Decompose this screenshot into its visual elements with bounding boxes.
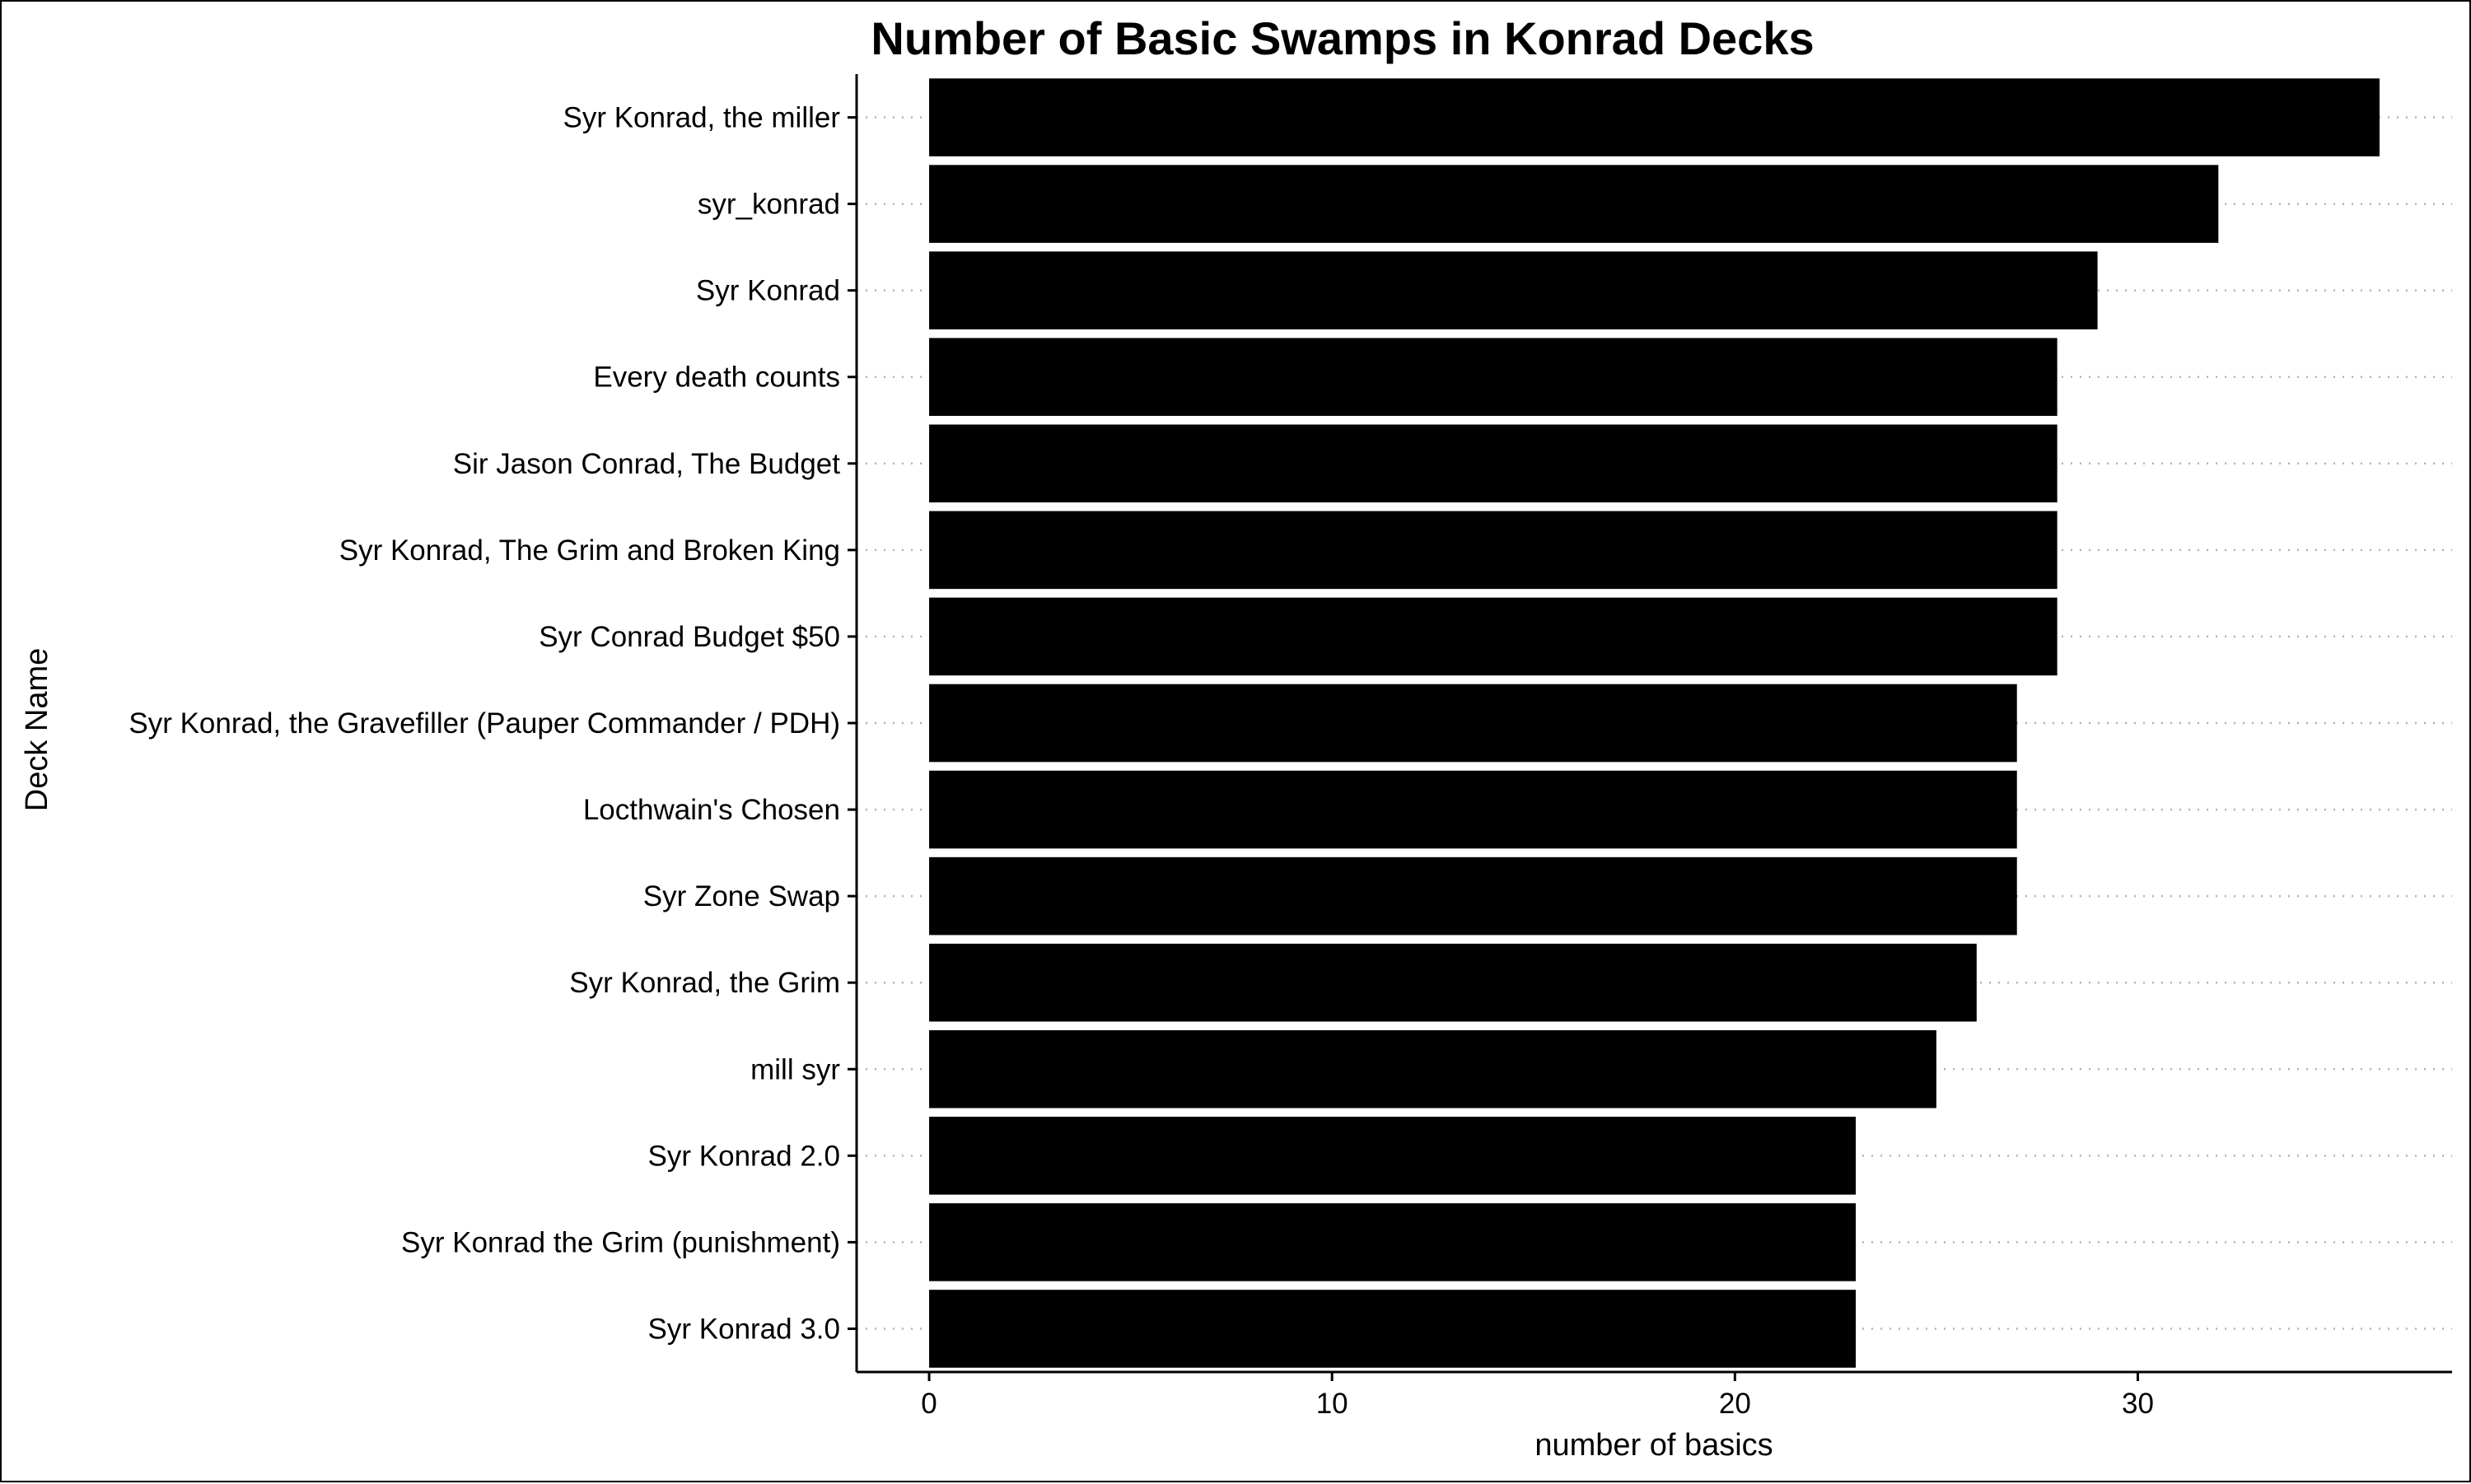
bar: [929, 1029, 1936, 1108]
category-label: Every death counts: [593, 362, 840, 394]
x-tick-label: 20: [1719, 1388, 1751, 1420]
category-label: Syr Konrad, the miller: [563, 102, 840, 134]
category-label: Syr Konrad: [696, 275, 840, 307]
x-axis-title: number of basics: [1534, 1428, 1773, 1463]
category-labels: Syr Konrad, the miller syr_konrad Syr Konr…: [128, 102, 857, 1345]
category-label: Syr Konrad 3.0: [648, 1313, 840, 1345]
x-tick-label: 10: [1316, 1388, 1348, 1420]
bar: [929, 684, 2017, 763]
bar: [929, 338, 2058, 417]
bar: [929, 943, 1977, 1022]
bar: [929, 251, 2098, 329]
category-label: Locthwain's Chosen: [583, 794, 840, 826]
category-label: mill syr: [750, 1053, 840, 1085]
category-label: Syr Konrad the Grim (punishment): [401, 1226, 840, 1258]
chart-title: Number of Basic Swamps in Konrad Decks: [871, 12, 1814, 64]
bar: [929, 78, 2380, 156]
bar: [929, 511, 2058, 590]
category-label: Syr Konrad, the Gravefiller (Pauper Comm…: [128, 707, 840, 740]
bar: [929, 597, 2058, 676]
category-label: syr_konrad: [698, 189, 840, 221]
category-label: Syr Conrad Budget $50: [539, 621, 840, 653]
bar: [929, 424, 2058, 503]
x-ticks: 0 10 20 30: [921, 1372, 2154, 1420]
x-tick-label: 30: [2122, 1388, 2154, 1420]
bar: [929, 856, 2017, 936]
category-label: Sir Jason Conrad, The Budget: [453, 448, 840, 480]
bar: [929, 1117, 1857, 1195]
x-tick-label: 0: [921, 1388, 937, 1420]
bar: [929, 1203, 1857, 1281]
bar: [929, 770, 2017, 849]
category-label: Syr Zone Swap: [643, 880, 840, 912]
bars: [929, 78, 2380, 1368]
category-label: Syr Konrad 2.0: [648, 1140, 840, 1172]
category-label: Syr Konrad, The Grim and Broken King: [339, 534, 840, 567]
bar: [929, 165, 2219, 243]
category-label: Syr Konrad, the Grim: [569, 967, 840, 999]
y-axis-title: Deck Name: [20, 648, 54, 812]
bar: [929, 1290, 1857, 1368]
